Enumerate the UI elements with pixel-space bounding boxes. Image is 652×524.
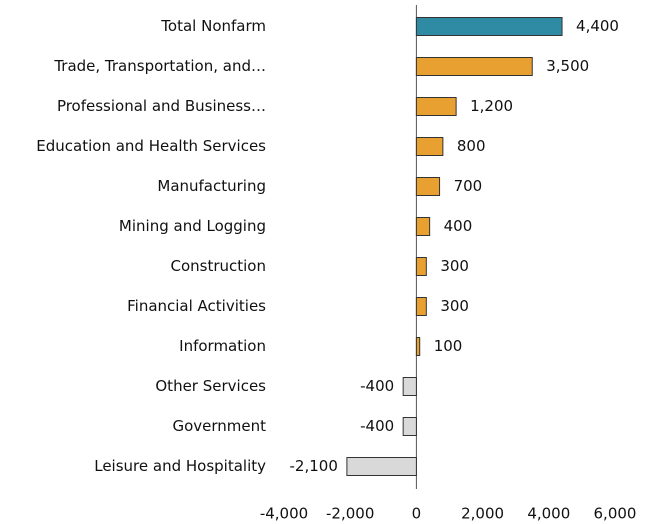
x-tick-label: -2,000: [326, 505, 374, 523]
bar: [415, 137, 444, 156]
category-label: Professional and Business…: [57, 97, 266, 115]
bar: [402, 377, 417, 396]
x-tick-label: 6,000: [594, 505, 637, 523]
value-label: 300: [440, 257, 469, 275]
category-label: Education and Health Services: [36, 137, 266, 155]
bar: [415, 257, 427, 276]
value-label: 300: [440, 297, 469, 315]
x-tick-label: 4,000: [527, 505, 570, 523]
x-tick-label: -4,000: [260, 505, 308, 523]
category-label: Total Nonfarm: [160, 17, 266, 35]
bar: [402, 417, 417, 436]
value-label: 3,500: [546, 57, 589, 75]
category-label: Other Services: [155, 377, 266, 395]
bar: [346, 457, 417, 476]
bar: [415, 57, 533, 76]
bar: [415, 97, 457, 116]
bar: [415, 297, 427, 316]
category-label: Construction: [170, 257, 266, 275]
category-label: Leisure and Hospitality: [94, 457, 266, 475]
category-label: Financial Activities: [127, 297, 266, 315]
x-tick-label: 0: [412, 505, 422, 523]
value-label: 1,200: [470, 97, 513, 115]
bar: [415, 337, 421, 356]
bar: [415, 177, 441, 196]
value-label: 700: [454, 177, 483, 195]
value-label: 400: [444, 217, 473, 235]
category-label: Trade, Transportation, and…: [53, 57, 266, 75]
x-tick-label: 2,000: [461, 505, 504, 523]
category-label: Government: [172, 417, 266, 435]
value-label: 4,400: [576, 17, 619, 35]
bar: [415, 217, 431, 236]
category-label: Manufacturing: [157, 177, 266, 195]
value-label: 800: [457, 137, 486, 155]
category-label: Information: [179, 337, 266, 355]
value-label: -400: [360, 377, 394, 395]
category-label: Mining and Logging: [119, 217, 266, 235]
value-label: -2,100: [290, 457, 338, 475]
value-label: 100: [434, 337, 463, 355]
value-label: -400: [360, 417, 394, 435]
bar: [415, 17, 563, 36]
